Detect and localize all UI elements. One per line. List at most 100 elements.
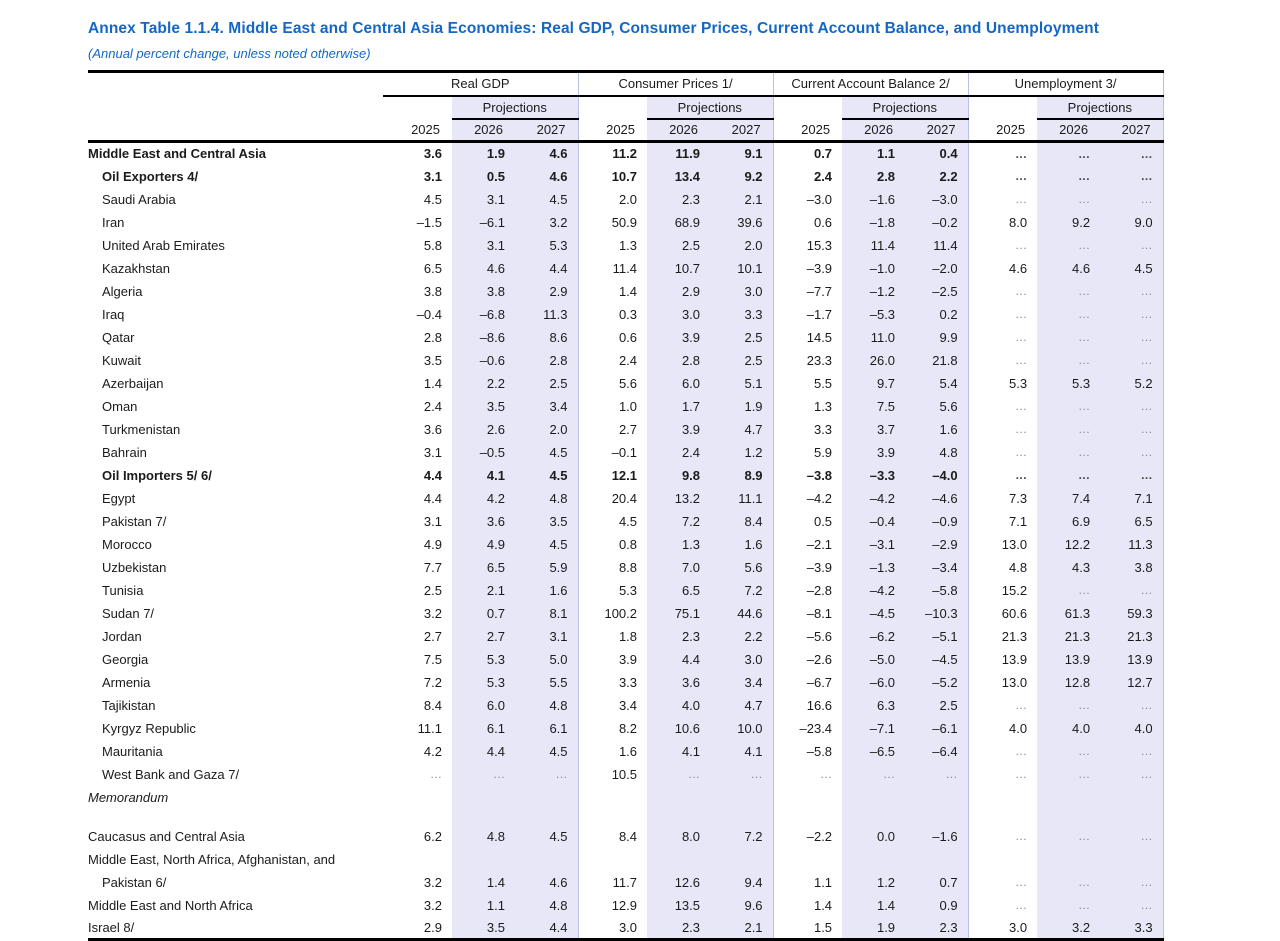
- cell-value: 3.8: [1100, 555, 1164, 579]
- cell-value: [1037, 847, 1101, 871]
- cell-value: 3.1: [423, 444, 442, 460]
- cell-value: 10.5: [611, 766, 638, 782]
- cell-value: [968, 809, 1037, 825]
- cell-value: 59.3: [1100, 601, 1164, 625]
- spacer-cell: [773, 96, 842, 119]
- table-row: Iran –1.5 –6.1 3.2 50.9 68.9 39.6 0.6 –1.8 –0.2 8.…: [88, 210, 1164, 234]
- cell-value: 2.8: [423, 329, 442, 345]
- cell-value: 3.9: [842, 440, 906, 464]
- cell-value: [578, 786, 647, 809]
- cell-value: ...: [1037, 348, 1101, 372]
- cell-value: [452, 808, 515, 825]
- cell-value: 11.3: [1100, 532, 1164, 556]
- cell-value: 11.9: [647, 141, 711, 165]
- cell-value: 16.6: [806, 697, 833, 713]
- cell-value: ...: [1037, 302, 1101, 326]
- cell-value: 8.1: [515, 601, 579, 625]
- cell-value: ...: [1015, 422, 1028, 436]
- year-header: 2026: [842, 118, 906, 143]
- cell-value: –1.6: [842, 187, 906, 211]
- cell-value: 4.8: [1009, 559, 1028, 575]
- cell-value: 7.2: [647, 509, 711, 533]
- cell-value: –10.3: [905, 601, 969, 625]
- column-group-label: Real GDP: [383, 71, 579, 97]
- cell-value: 1.1: [842, 141, 906, 165]
- table-row: West Bank and Gaza 7/......... 10.5......…: [88, 762, 1164, 786]
- cell-value: ...: [1037, 463, 1101, 487]
- cell-value: –3.3: [842, 463, 906, 487]
- cell-value: 1.4: [813, 897, 833, 913]
- row-label: Jordan: [102, 628, 142, 644]
- cell-value: ...: [1100, 578, 1164, 602]
- cell-value: 2.7: [423, 628, 442, 644]
- cell-value: ...: [1015, 169, 1028, 183]
- cell-value: 5.3: [1009, 375, 1028, 391]
- cell-value: 3.7: [842, 417, 906, 441]
- cell-value: ...: [1015, 744, 1028, 758]
- corner-cell: [88, 118, 383, 143]
- cell-value: 44.6: [710, 601, 774, 625]
- cell-value: 4.1: [452, 463, 515, 487]
- cell-value: 3.5: [515, 509, 579, 533]
- cell-value: ...: [1015, 330, 1028, 344]
- cell-value: 4.7: [710, 693, 774, 717]
- cell-value: –4.2: [842, 486, 906, 510]
- cell-value: 3.2: [423, 605, 442, 621]
- cell-value: [1100, 847, 1164, 871]
- cell-value: –3.8: [806, 467, 833, 483]
- cell-value: [710, 808, 774, 825]
- cell-value: 4.0: [1009, 720, 1028, 736]
- cell-value: 9.7: [842, 371, 906, 395]
- cell-value: 2.2: [710, 624, 774, 648]
- cell-value: 4.4: [452, 739, 515, 763]
- cell-value: 4.5: [515, 440, 579, 464]
- cell-value: 3.1: [452, 187, 515, 211]
- row-label: Saudi Arabia: [102, 191, 176, 207]
- cell-value: 7.2: [710, 824, 774, 848]
- cell-value: 4.5: [1100, 256, 1164, 280]
- cell-value: ...: [1015, 698, 1028, 712]
- cell-value: 6.5: [423, 260, 442, 276]
- cell-value: 5.2: [1100, 371, 1164, 395]
- cell-value: –5.2: [905, 670, 969, 694]
- row-label: Kyrgyz Republic: [102, 720, 196, 736]
- cell-value: 6.3: [842, 693, 906, 717]
- cell-value: 2.3: [647, 624, 711, 648]
- cell-value: –5.1: [905, 624, 969, 648]
- cell-value: 3.1: [423, 168, 442, 184]
- cell-value: 4.2: [423, 743, 442, 759]
- cell-value: –7.1: [842, 716, 906, 740]
- table-row: Egypt 4.4 4.2 4.8 20.4 13.2 11.1 –4.2 –4.2 –4.6 7.…: [88, 486, 1164, 510]
- cell-value: [647, 785, 711, 809]
- cell-value: –0.4: [416, 306, 442, 322]
- cell-value: 11.4: [842, 233, 906, 257]
- row-label: West Bank and Gaza 7/: [102, 766, 240, 782]
- cell-value: 2.9: [423, 919, 442, 935]
- cell-value: ...: [1015, 238, 1028, 252]
- cell-value: 5.3: [618, 582, 638, 598]
- cell-value: 0.8: [618, 536, 638, 552]
- cell-value: 4.4: [515, 256, 579, 280]
- cell-value: 1.4: [452, 870, 515, 894]
- cell-value: ...: [1037, 893, 1101, 917]
- cell-value: 1.6: [515, 578, 579, 602]
- cell-value: [1037, 808, 1101, 825]
- row-label: Armenia: [102, 674, 151, 690]
- cell-value: 4.8: [515, 486, 579, 510]
- cell-value: ...: [1037, 279, 1101, 303]
- cell-value: 4.8: [905, 440, 969, 464]
- cell-value: ...: [1015, 192, 1028, 206]
- cell-value: 4.4: [515, 916, 579, 940]
- cell-value: –1.0: [842, 256, 906, 280]
- table-row: Middle East and North Africa 3.2 1.1 4.8 12.…: [88, 893, 1164, 917]
- cell-value: 3.8: [423, 283, 442, 299]
- cell-value: –6.1: [905, 716, 969, 740]
- cell-value: 5.3: [452, 647, 515, 671]
- cell-value: 1.3: [647, 532, 711, 556]
- cell-value: 7.2: [710, 578, 774, 602]
- spacer-row: [88, 808, 1164, 825]
- cell-value: 3.6: [647, 670, 711, 694]
- cell-value: 3.4: [618, 697, 638, 713]
- cell-value: 3.3: [710, 302, 774, 326]
